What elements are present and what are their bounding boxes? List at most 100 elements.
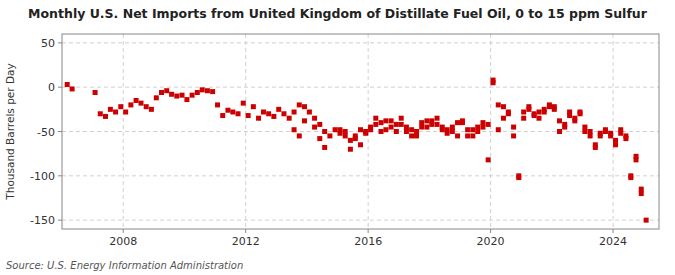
point bbox=[287, 116, 292, 121]
y-tick bbox=[58, 42, 62, 43]
point bbox=[613, 142, 618, 147]
point bbox=[200, 87, 205, 92]
point bbox=[123, 110, 128, 115]
x-tick bbox=[613, 229, 614, 233]
x-tick bbox=[490, 229, 491, 233]
point bbox=[98, 111, 103, 116]
point bbox=[486, 157, 491, 162]
point bbox=[118, 104, 123, 109]
point bbox=[465, 133, 470, 138]
point bbox=[322, 129, 327, 134]
point bbox=[603, 129, 608, 134]
point bbox=[327, 133, 332, 138]
point bbox=[379, 120, 384, 125]
point bbox=[582, 129, 587, 134]
point bbox=[593, 145, 598, 150]
point bbox=[511, 125, 516, 130]
point bbox=[557, 118, 562, 123]
point bbox=[113, 110, 118, 115]
point bbox=[435, 122, 440, 127]
point bbox=[93, 90, 98, 95]
y-tick-label: 50 bbox=[41, 37, 55, 50]
y-grid-line bbox=[62, 87, 659, 88]
point bbox=[639, 187, 644, 192]
point bbox=[475, 129, 480, 134]
point bbox=[312, 116, 317, 121]
point bbox=[169, 92, 174, 97]
point bbox=[486, 122, 491, 127]
point bbox=[414, 129, 419, 134]
point bbox=[205, 88, 210, 93]
y-tick bbox=[58, 87, 62, 88]
point bbox=[404, 125, 409, 130]
point bbox=[210, 89, 215, 94]
point bbox=[297, 102, 302, 107]
point bbox=[174, 94, 179, 99]
x-tick-label: 2008 bbox=[109, 235, 137, 248]
point bbox=[506, 110, 511, 115]
point bbox=[455, 120, 460, 125]
point bbox=[184, 97, 189, 102]
x-tick bbox=[245, 229, 246, 233]
plot-frame bbox=[62, 34, 659, 229]
point bbox=[128, 102, 133, 107]
point bbox=[108, 107, 113, 112]
point bbox=[419, 120, 424, 125]
point bbox=[480, 125, 485, 130]
point bbox=[383, 127, 388, 132]
point bbox=[598, 131, 603, 136]
point bbox=[491, 78, 496, 83]
point bbox=[348, 147, 353, 152]
point bbox=[149, 107, 154, 112]
point bbox=[588, 133, 593, 138]
point bbox=[281, 111, 286, 116]
point bbox=[302, 104, 307, 109]
point bbox=[424, 118, 429, 123]
point bbox=[164, 88, 169, 93]
point bbox=[588, 129, 593, 134]
point bbox=[276, 107, 281, 112]
point bbox=[144, 104, 149, 109]
point bbox=[623, 136, 628, 141]
point bbox=[475, 125, 480, 130]
point bbox=[389, 125, 394, 130]
point bbox=[608, 133, 613, 138]
point bbox=[557, 129, 562, 134]
x-tick-label: 2016 bbox=[354, 235, 382, 248]
y-tick-label: -50 bbox=[37, 126, 55, 139]
point bbox=[552, 104, 557, 109]
point bbox=[526, 104, 531, 109]
point bbox=[261, 110, 266, 115]
point bbox=[542, 107, 547, 112]
point bbox=[138, 101, 143, 106]
point bbox=[582, 125, 587, 130]
point bbox=[536, 116, 541, 121]
point bbox=[394, 122, 399, 127]
point bbox=[363, 129, 368, 134]
point bbox=[480, 120, 485, 125]
point bbox=[521, 116, 526, 121]
point bbox=[572, 118, 577, 123]
point bbox=[511, 133, 516, 138]
point bbox=[470, 127, 475, 132]
point bbox=[628, 173, 633, 178]
point bbox=[373, 116, 378, 121]
point bbox=[414, 133, 419, 138]
point bbox=[70, 86, 75, 91]
point bbox=[445, 131, 450, 136]
y-tick bbox=[58, 220, 62, 221]
point bbox=[424, 125, 429, 130]
point bbox=[379, 129, 384, 134]
point bbox=[567, 113, 572, 118]
point bbox=[634, 154, 639, 159]
point bbox=[496, 102, 501, 107]
point bbox=[159, 90, 164, 95]
point bbox=[307, 110, 312, 115]
y-tick-label: -100 bbox=[30, 170, 55, 183]
point bbox=[394, 129, 399, 134]
point bbox=[562, 125, 567, 130]
point bbox=[465, 127, 470, 132]
point bbox=[383, 118, 388, 123]
x-tick-label: 2024 bbox=[599, 235, 627, 248]
background bbox=[0, 0, 675, 275]
